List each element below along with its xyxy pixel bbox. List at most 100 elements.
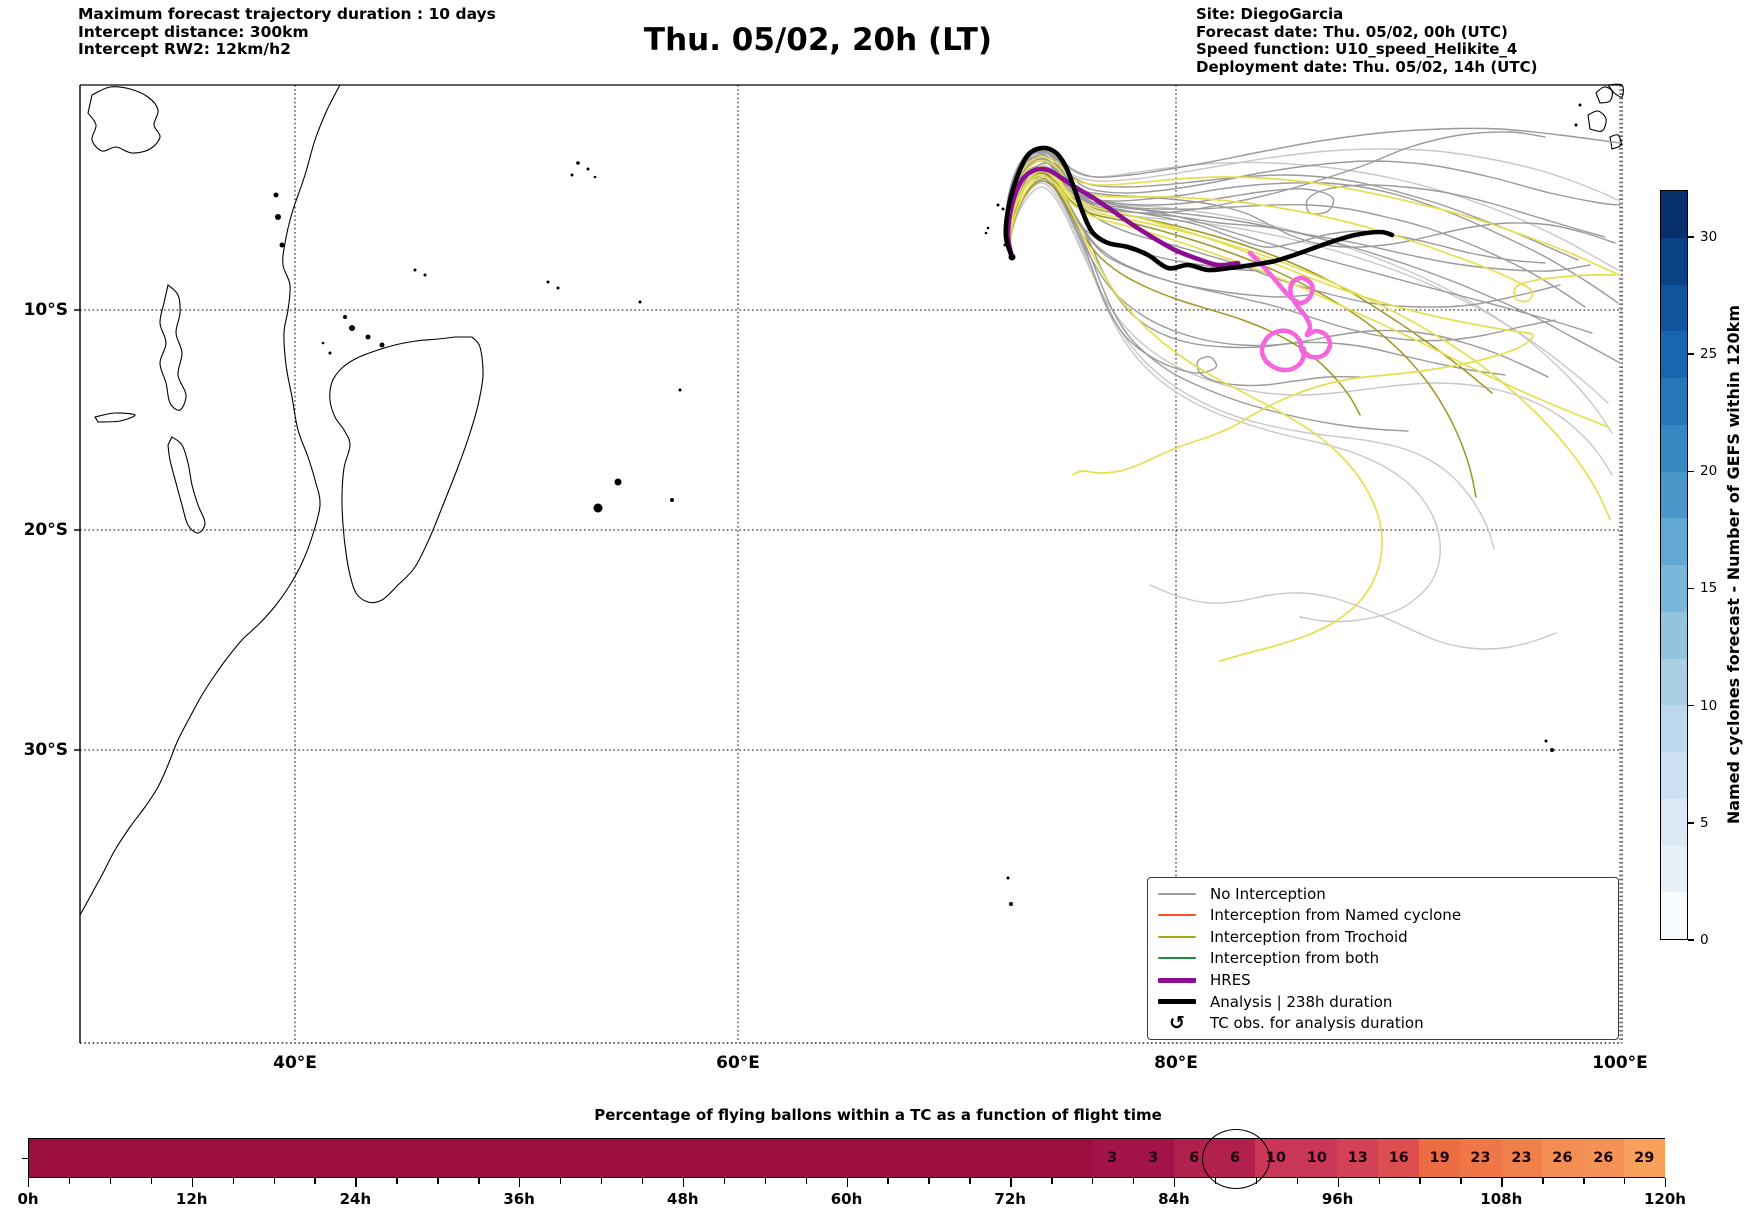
coastline-island <box>1609 134 1622 150</box>
colorbar-tick <box>1688 470 1694 472</box>
strip-chart-title: Percentage of flying ballons within a TC… <box>594 1106 1162 1124</box>
trajectories-analysis <box>1003 145 1395 273</box>
colorbar-segment <box>1661 658 1687 706</box>
trajectory-ensemble-yellow <box>1008 166 1534 476</box>
legend-line-swatch <box>1158 957 1196 960</box>
islet-dot <box>1544 739 1548 743</box>
islet-dot <box>638 300 642 304</box>
strip-time-label-48h: 48h <box>667 1190 699 1208</box>
strip-tick <box>28 1178 30 1187</box>
islet-dot <box>570 173 574 177</box>
coastline-island <box>159 283 187 411</box>
islet-dot <box>1006 876 1010 880</box>
colorbar-tick-label: 10 <box>1700 697 1718 714</box>
strip-cell-value: 26 <box>1593 1150 1614 1166</box>
trajectories-ensemble-lightgray <box>1006 148 1621 650</box>
legend-item-0: No Interception <box>1156 883 1610 904</box>
legend-item-3: Interception from both <box>1156 948 1610 969</box>
strip-cell-78h: 3 <box>1091 1139 1133 1177</box>
legend-label: Interception from both <box>1210 949 1380 968</box>
colorbar-segment <box>1661 518 1687 565</box>
strip-tick <box>478 1178 480 1184</box>
colorbar-segment <box>1661 378 1687 425</box>
islet-dot <box>678 388 682 392</box>
strip-tick <box>1010 1178 1012 1187</box>
legend-label: Interception from Named cyclone <box>1210 906 1462 925</box>
trajectory-ensemble-yellow <box>1008 174 1383 662</box>
colorbar-segment <box>1661 752 1687 799</box>
strip-tick <box>969 1178 971 1184</box>
strip-cell-96h: 13 <box>1337 1139 1379 1177</box>
legend-label: Analysis | 238h duration <box>1210 992 1393 1011</box>
strip-tick <box>805 1178 807 1184</box>
colorbar-segment <box>1661 845 1687 893</box>
strip-tick <box>1419 1178 1421 1184</box>
colorbar-tick <box>1688 822 1694 824</box>
trajectory-ensemble-yellow <box>1007 156 1621 276</box>
strip-tick <box>928 1178 930 1184</box>
strip-cell-105h: 23 <box>1460 1139 1501 1177</box>
islet-dot <box>349 325 355 331</box>
trajectory-map-canvas <box>74 83 1624 1044</box>
strip-tick <box>437 1178 439 1184</box>
coastline-island <box>94 412 136 423</box>
legend-label: No Interception <box>1210 884 1326 903</box>
coastline-island <box>167 436 206 534</box>
strip-cell-114h: 26 <box>1582 1139 1624 1177</box>
islet-dot <box>986 226 990 230</box>
graticule <box>80 85 1622 1043</box>
strip-tick <box>109 1178 112 1184</box>
strip-cell-108h: 23 <box>1501 1139 1542 1177</box>
colorbar-segment <box>1661 237 1687 285</box>
strip-tick <box>1460 1178 1462 1184</box>
strip-time-label-96h: 96h <box>1321 1190 1354 1208</box>
legend-label: TC obs. for analysis duration <box>1210 1014 1424 1033</box>
islet-dot <box>379 342 385 348</box>
colorbar-tick <box>1688 587 1694 590</box>
islet-dot <box>273 192 279 198</box>
strip-tick <box>150 1178 153 1184</box>
colorbar-tick <box>1688 353 1694 355</box>
islet-dot <box>365 334 371 340</box>
map-legend: No Interception Interception from Named c… <box>1147 877 1619 1040</box>
strip-cell-value: 23 <box>1470 1150 1491 1166</box>
islet-dot <box>996 203 1000 207</box>
site-text: Site: DiegoGarcia <box>1196 5 1344 23</box>
strip-tick <box>519 1178 521 1187</box>
intercept-distance-text: Intercept distance: 300km <box>78 22 309 41</box>
map-frame-spines <box>74 84 1623 1044</box>
islet-dot <box>593 503 603 513</box>
legend-item-5: Analysis | 238h duration <box>1156 991 1610 1012</box>
colorbar-segment <box>1661 611 1687 659</box>
strip-tick <box>232 1178 235 1184</box>
strip-cell-value: 3 <box>1148 1150 1159 1166</box>
strip-tick <box>723 1178 726 1184</box>
islet-dot <box>1550 748 1554 752</box>
strip-left-tick <box>22 1158 28 1160</box>
colorbar-segment <box>1661 705 1687 752</box>
strip-tick <box>1337 1178 1339 1187</box>
strip-time-label-60h: 60h <box>830 1190 863 1208</box>
islet-dot <box>546 280 550 284</box>
trajectory-ensemble-olive <box>1009 172 1477 498</box>
strip-tick <box>1092 1178 1094 1184</box>
strip-tick <box>1624 1178 1626 1184</box>
legend-line-swatch <box>1158 892 1196 895</box>
strip-tick <box>1296 1178 1299 1184</box>
tc-obs-icon: ↺ <box>1169 1011 1185 1034</box>
colorbar-segment <box>1661 191 1687 238</box>
strip-cell-value: 3 <box>1107 1150 1118 1166</box>
strip-tick <box>273 1178 275 1184</box>
strip-tick <box>1051 1178 1053 1184</box>
strip-time-label-84h: 84h <box>1158 1190 1190 1208</box>
speed-function-text: Speed function: U10_speed_Helikite_4 <box>1196 40 1518 58</box>
x-tick-label-3: 100°E <box>1592 1053 1648 1073</box>
legend-label: Interception from Trochoid <box>1210 927 1408 946</box>
legend-line-swatch <box>1158 977 1196 983</box>
legend-item-4: HRES <box>1156 970 1610 991</box>
islet-dot <box>343 315 347 319</box>
trajectory-ensemble-gray <box>1007 156 1593 334</box>
strip-tick <box>1665 1178 1667 1187</box>
deployment-date-text: Deployment date: Thu. 05/02, 14h (UTC) <box>1196 57 1538 76</box>
header-right-block: Site: DiegoGarcia Forecast date: Thu. 05… <box>1196 5 1538 76</box>
